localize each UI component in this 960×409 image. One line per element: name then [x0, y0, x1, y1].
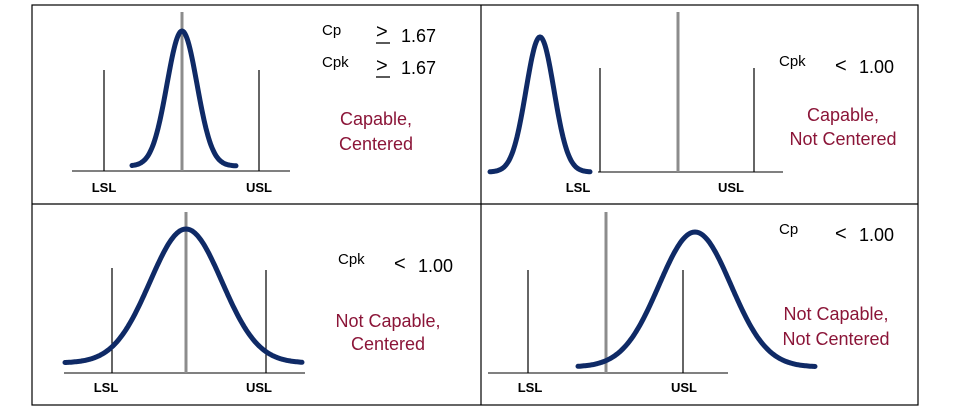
status-line-2: Centered — [351, 334, 425, 354]
panel-not-capable-not-centered: LSL USL Cp < 1.00 Not Capable, Not Cente… — [488, 212, 894, 395]
cp-value: 1.00 — [859, 225, 894, 245]
lsl-label: LSL — [518, 380, 543, 395]
distribution-curve — [62, 226, 305, 365]
status-line-1: Not Capable, — [783, 304, 888, 324]
cpk-value: 1.00 — [859, 57, 894, 77]
usl-label: USL — [671, 380, 697, 395]
lsl-label: LSL — [92, 180, 117, 195]
cpk-value: 1.00 — [418, 256, 453, 276]
status-line-1: Not Capable, — [335, 311, 440, 331]
lsl-label: LSL — [94, 380, 119, 395]
cp-symbol: < — [835, 223, 847, 245]
usl-label: USL — [718, 180, 744, 195]
status-line-1: Capable, — [807, 105, 879, 125]
status-line-2: Centered — [339, 134, 413, 154]
panel-not-capable-centered: LSL USL Cpk < 1.00 Not Capable, Centered — [62, 212, 453, 395]
cpk-label: Cpk — [779, 53, 806, 70]
cpk-symbol: < — [394, 253, 406, 275]
usl-label: USL — [246, 380, 272, 395]
status-line-2: Not Centered — [782, 329, 889, 349]
outer-frame — [31, 4, 919, 406]
panel-capable-centered: LSL USL Cp > 1.67 Cpk > 1.67 Capable, Ce… — [72, 12, 436, 195]
distribution-curve — [129, 28, 239, 169]
lsl-label: LSL — [566, 180, 591, 195]
distribution-curve — [575, 229, 818, 369]
cp-label: Cp — [322, 22, 341, 39]
cp-label: Cp — [779, 221, 798, 238]
cpk-label: Cpk — [338, 251, 365, 268]
cp-value: 1.67 — [401, 26, 436, 46]
cpk-label: Cpk — [322, 54, 349, 71]
cpk-symbol: < — [835, 55, 847, 77]
usl-label: USL — [246, 180, 272, 195]
panel-capable-not-centered: LSL USL Cpk < 1.00 Capable, Not Centered — [487, 12, 897, 195]
status-line-2: Not Centered — [789, 129, 896, 149]
status-line-1: Capable, — [340, 109, 412, 129]
cpk-value: 1.67 — [401, 58, 436, 78]
distribution-curve — [487, 34, 593, 175]
cp-symbol: > — [376, 21, 388, 43]
cpk-symbol: > — [376, 55, 388, 77]
